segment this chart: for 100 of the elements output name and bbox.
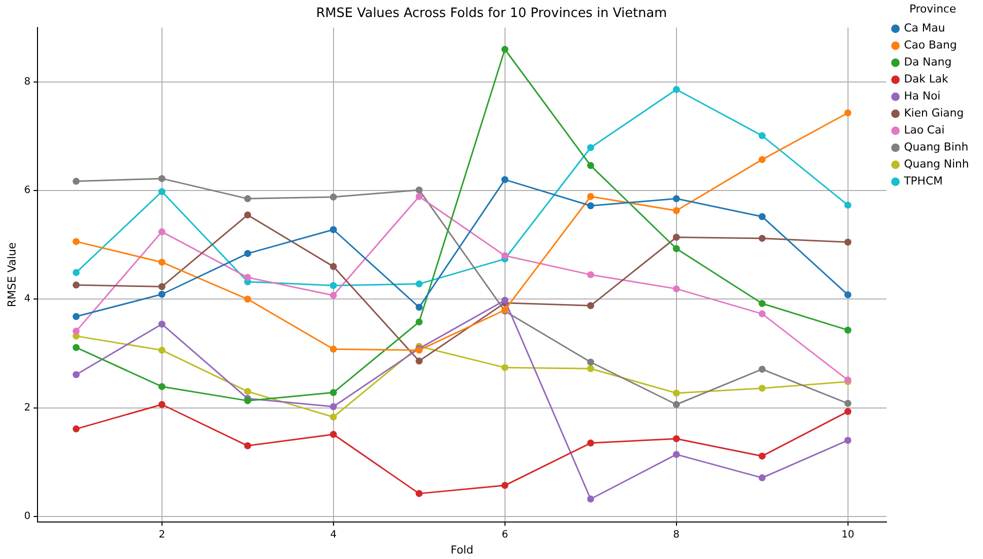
legend-label: Kien Giang <box>904 106 964 120</box>
point <box>158 290 166 298</box>
point <box>416 358 423 365</box>
point <box>72 313 80 320</box>
point <box>672 285 680 292</box>
point <box>844 400 852 407</box>
point <box>72 178 80 185</box>
point <box>416 186 423 194</box>
point <box>758 156 766 164</box>
point <box>844 238 852 246</box>
point <box>844 326 852 334</box>
point <box>416 304 423 311</box>
legend-label: Quang Ninh <box>904 158 970 171</box>
point <box>758 300 766 307</box>
point <box>158 320 166 328</box>
point <box>758 310 766 318</box>
legend-label: Ha Noi <box>904 90 940 103</box>
point <box>244 442 252 450</box>
point <box>72 282 80 289</box>
point <box>330 413 337 420</box>
x-axis-title: Fold <box>450 543 474 556</box>
legend-label: TPHCM <box>902 174 943 188</box>
point <box>758 234 766 242</box>
point <box>330 403 337 410</box>
point <box>416 318 423 326</box>
point <box>672 207 680 214</box>
point <box>158 258 166 266</box>
y-tick-label: 2 <box>24 402 31 414</box>
point <box>672 245 680 252</box>
point <box>501 364 508 372</box>
point <box>587 495 594 502</box>
point <box>672 435 680 442</box>
point <box>330 346 337 353</box>
point <box>330 263 337 270</box>
point <box>758 384 766 392</box>
point <box>587 440 594 447</box>
x-tick-label: 6 <box>502 529 508 540</box>
legend-label: Da Nang <box>904 56 952 69</box>
point <box>758 132 766 140</box>
y-tick-label: 0 <box>24 510 31 522</box>
point <box>501 252 508 260</box>
point <box>158 283 166 290</box>
legend-label: Lao Cai <box>904 124 945 137</box>
point <box>244 250 252 258</box>
y-axis-title: RMSE Value <box>5 242 18 308</box>
point <box>758 366 766 373</box>
point <box>330 282 337 290</box>
y-tick-label: 6 <box>24 185 31 196</box>
point <box>72 344 80 351</box>
point <box>672 234 680 241</box>
point <box>587 271 594 278</box>
point <box>844 202 852 209</box>
point <box>672 195 680 202</box>
point <box>416 280 423 288</box>
point <box>587 144 594 152</box>
point <box>672 86 680 94</box>
point <box>587 202 594 210</box>
point <box>416 490 423 498</box>
point <box>244 211 252 218</box>
point <box>844 436 852 444</box>
point <box>330 194 337 201</box>
point <box>758 213 766 220</box>
x-tick-label: 8 <box>673 529 680 540</box>
point <box>158 400 166 408</box>
point <box>158 228 166 236</box>
x-tick-label: 10 <box>842 529 854 540</box>
point <box>587 365 594 372</box>
legend-label: Ca Mau <box>904 22 946 35</box>
y-tick-label: 4 <box>24 294 31 305</box>
point <box>158 383 166 390</box>
chart-title: RMSE Values Across Folds for 10 Provinces in Vietnam <box>316 6 667 22</box>
point <box>587 302 594 310</box>
y-tick-label: 8 <box>24 76 31 88</box>
point <box>244 274 252 281</box>
point <box>330 226 337 234</box>
point <box>501 482 508 489</box>
x-tick-label: 2 <box>158 529 166 540</box>
point <box>158 346 166 354</box>
point <box>244 195 252 202</box>
point <box>244 296 252 303</box>
point <box>501 46 508 53</box>
point <box>587 358 594 366</box>
point <box>330 389 337 396</box>
point <box>758 474 766 482</box>
point <box>244 388 252 395</box>
legend-label: Cao Bang <box>904 38 957 52</box>
point <box>330 430 337 438</box>
point <box>72 269 80 276</box>
point <box>330 292 337 299</box>
point <box>672 390 680 397</box>
point <box>672 450 680 458</box>
point <box>72 425 80 432</box>
point <box>844 291 852 298</box>
legend-title: Province <box>909 2 956 16</box>
point <box>844 408 852 416</box>
point <box>587 192 594 200</box>
point <box>672 400 680 408</box>
point <box>758 452 766 460</box>
legend-label: Quang Binh <box>904 140 968 154</box>
legend-label: Dak Lak <box>904 72 949 86</box>
